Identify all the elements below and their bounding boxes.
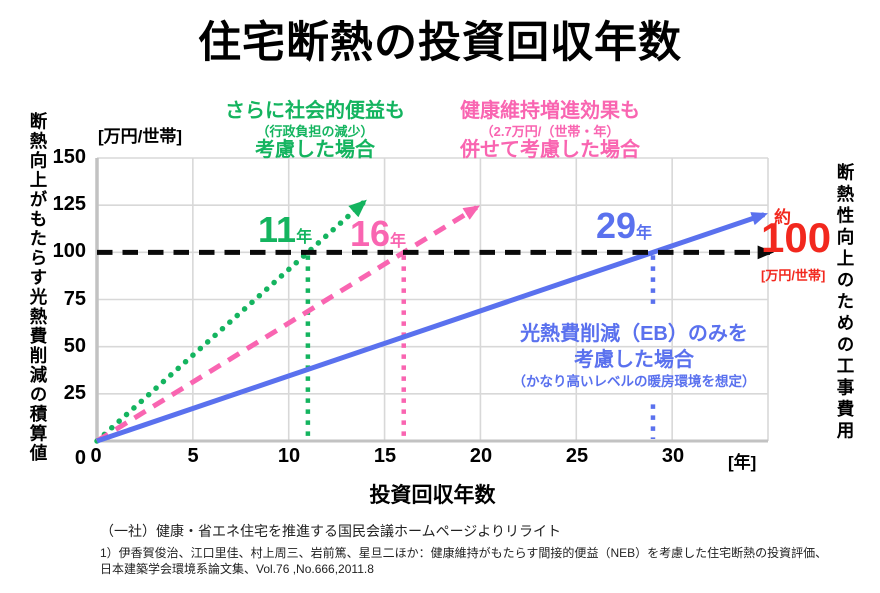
footnote-line2: 日本建築学会環境系論文集、Vol.76 ,No.666,2011.8 bbox=[100, 561, 374, 576]
y-axis-unit-label: [万円/世帯] bbox=[97, 127, 183, 146]
x-tick-10: 10 bbox=[277, 445, 301, 467]
payback-16-number: 16 bbox=[350, 213, 391, 254]
y-tick-50: 50 bbox=[63, 335, 86, 357]
page-title: 住宅断熱の投資回収年数 bbox=[198, 19, 682, 67]
y-tick-100: 100 bbox=[52, 240, 86, 262]
x-tick-25: 25 bbox=[565, 445, 589, 467]
x-tick-30: 30 bbox=[661, 445, 685, 467]
payback-label-29: 29年 bbox=[596, 208, 652, 244]
annotation-social-line1: さらに社会的便益も bbox=[225, 100, 405, 122]
annotation-health-line3: 併せて考慮した場合 bbox=[460, 138, 640, 161]
y-axis-right-label: 断熱性向上のための工事費用 bbox=[835, 163, 855, 443]
y-tick-0: 0 bbox=[74, 447, 86, 469]
payback-29-suffix: 年 bbox=[636, 225, 653, 242]
annotation-energy-line2: 考慮した場合 bbox=[574, 349, 694, 371]
payback-label-16: 16年 bbox=[350, 216, 406, 252]
y-tick-25: 25 bbox=[63, 382, 86, 404]
y-axis-left-label: 断熱向上がもたらす光熱費削減の積算値 bbox=[28, 112, 48, 463]
annotation-health-line1: 健康維持増進効果も bbox=[460, 100, 640, 122]
annotation-energy-only: 光熱費削減（EB）のみを 考慮した場合 （かなり高いレベルの暖房環境を想定） bbox=[483, 321, 785, 391]
footnote-reference: 1）伊香賀俊治、江口里佳、村上周三、岩前篤、星旦二ほか：健康維持がもたらす間接的… bbox=[100, 546, 827, 578]
y-tick-125: 125 bbox=[52, 193, 86, 215]
x-tick-20: 20 bbox=[469, 445, 493, 467]
x-tick-0: 0 bbox=[90, 445, 102, 467]
annotation-social-line3: 考慮した場合 bbox=[255, 138, 375, 161]
payback-11-number: 11 bbox=[258, 209, 297, 250]
annotation-health-benefit: 健康維持増進効果も （2.7万円/（世帯・年） 併せて考慮した場合 bbox=[418, 100, 682, 163]
cost-value: 100 bbox=[761, 214, 832, 261]
cost-approx-label: 約 bbox=[774, 208, 791, 227]
payback-29-number: 29 bbox=[596, 205, 637, 246]
payback-11-suffix: 年 bbox=[296, 229, 313, 246]
annotation-health-line2: （2.7万円/（世帯・年） bbox=[480, 123, 620, 139]
y-tick-75: 75 bbox=[63, 288, 86, 310]
footnote-line1: 1）伊香賀俊治、江口里佳、村上周三、岩前篤、星旦二ほか：健康維持がもたらす間接的… bbox=[100, 546, 828, 560]
annotation-energy-line1: 光熱費削減（EB）のみを bbox=[520, 323, 748, 345]
y-tick-150: 150 bbox=[52, 146, 86, 168]
annotation-energy-line3: （かなり高いレベルの暖房環境を想定） bbox=[512, 374, 756, 389]
footer-source: （一社）健康・省エネ住宅を推進する国民会議ホームページよりリライト bbox=[100, 523, 562, 539]
cost-unit-label: [万円/世帯] bbox=[761, 268, 826, 283]
payback-label-11: 11年 bbox=[258, 212, 312, 248]
x-axis-title: 投資回収年数 bbox=[369, 484, 496, 507]
payback-16-suffix: 年 bbox=[390, 233, 407, 250]
annotation-social-line2: （行政負担の減少） bbox=[256, 123, 374, 139]
annotation-social-benefit: さらに社会的便益も （行政負担の減少） 考慮した場合 bbox=[183, 100, 447, 163]
x-axis-unit-label: [年] bbox=[728, 453, 757, 472]
x-tick-15: 15 bbox=[373, 445, 397, 467]
x-tick-5: 5 bbox=[187, 445, 199, 467]
